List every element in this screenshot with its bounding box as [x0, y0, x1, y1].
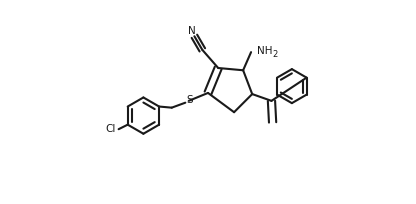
Text: NH: NH: [257, 46, 272, 56]
Text: N: N: [188, 26, 196, 36]
Text: 2: 2: [272, 50, 277, 59]
Text: Cl: Cl: [106, 124, 116, 134]
Text: S: S: [186, 95, 193, 105]
